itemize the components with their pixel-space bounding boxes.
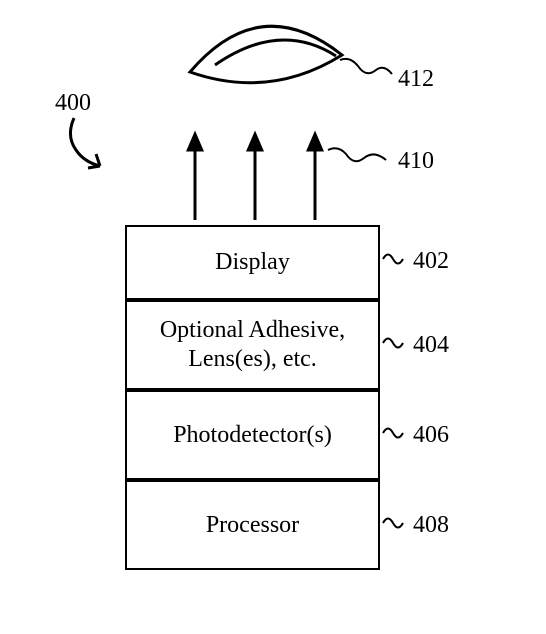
box-processor-label: Processor (206, 511, 299, 540)
patent-diagram: 400 412 410 Display 402 Optional Adhesiv… (0, 0, 546, 634)
ref-410-label: 410 (398, 148, 434, 175)
ref-412-label: 412 (398, 66, 434, 93)
box-photodetector-label: Photodetector(s) (173, 421, 332, 450)
leader-410 (328, 148, 386, 161)
box-leaders (383, 255, 403, 528)
box-adhesive-label: Optional Adhesive, Lens(es), etc. (160, 316, 345, 374)
ref-408-label: 408 (413, 512, 449, 539)
box-display-label: Display (215, 248, 290, 277)
box-display: Display (125, 225, 380, 300)
box-processor: Processor (125, 480, 380, 570)
arrows-up (195, 138, 315, 220)
box-adhesive: Optional Adhesive, Lens(es), etc. (125, 300, 380, 390)
callout-400-arrow (70, 118, 100, 168)
eye-icon (190, 26, 342, 82)
ref-400-label: 400 (55, 90, 91, 117)
box-photodetector: Photodetector(s) (125, 390, 380, 480)
leader-412 (340, 59, 392, 74)
ref-404-label: 404 (413, 332, 449, 359)
ref-402-label: 402 (413, 248, 449, 275)
ref-406-label: 406 (413, 422, 449, 449)
